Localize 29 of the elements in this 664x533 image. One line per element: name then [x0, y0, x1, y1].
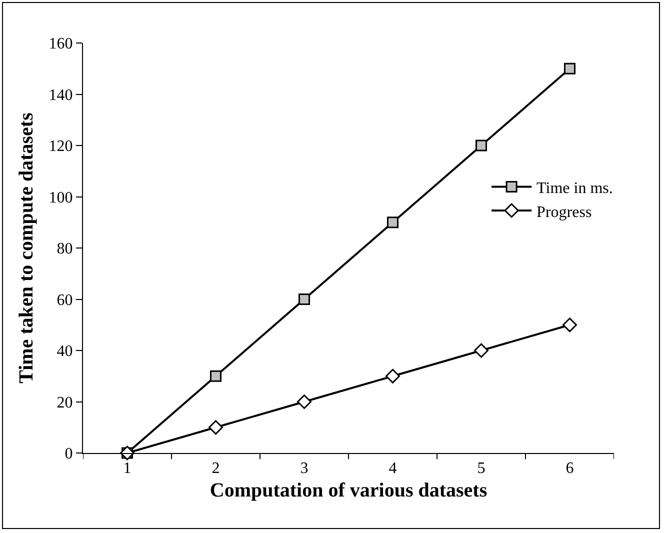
- legend-label: Progress: [536, 204, 592, 221]
- legend-label: Time in ms.: [536, 180, 613, 197]
- point: [298, 294, 310, 305]
- point: [386, 368, 400, 384]
- point: [564, 62, 576, 74]
- x-tick-label: 1: [123, 460, 132, 478]
- y-axis-title: Time taken to compute datasets: [15, 112, 38, 384]
- y-tick-label: 0: [64, 446, 73, 463]
- y-tick-label: 60: [56, 292, 73, 309]
- y-tick-label: 20: [56, 394, 73, 412]
- point: [476, 140, 487, 152]
- point: [562, 318, 577, 332]
- point: [387, 216, 398, 228]
- y-tick-label: 160: [48, 36, 73, 53]
- y-tick-label: 120: [48, 138, 73, 156]
- point: [210, 370, 222, 382]
- x-tick-label: 4: [388, 460, 397, 478]
- x-tick-label: 2: [212, 460, 220, 478]
- point: [208, 420, 223, 435]
- x-tick-label: 3: [300, 460, 308, 478]
- y-tick-label: 140: [48, 86, 73, 104]
- x-tick-label: 5: [477, 460, 486, 478]
- y-tick-label: 80: [56, 240, 73, 258]
- point: [297, 394, 312, 409]
- x-axis-title: Computation of various datasets: [210, 480, 488, 502]
- y-tick-label: 40: [56, 343, 73, 360]
- x-tick-label: 6: [566, 460, 574, 478]
- y-tick-label: 100: [48, 189, 73, 206]
- point: [474, 343, 488, 358]
